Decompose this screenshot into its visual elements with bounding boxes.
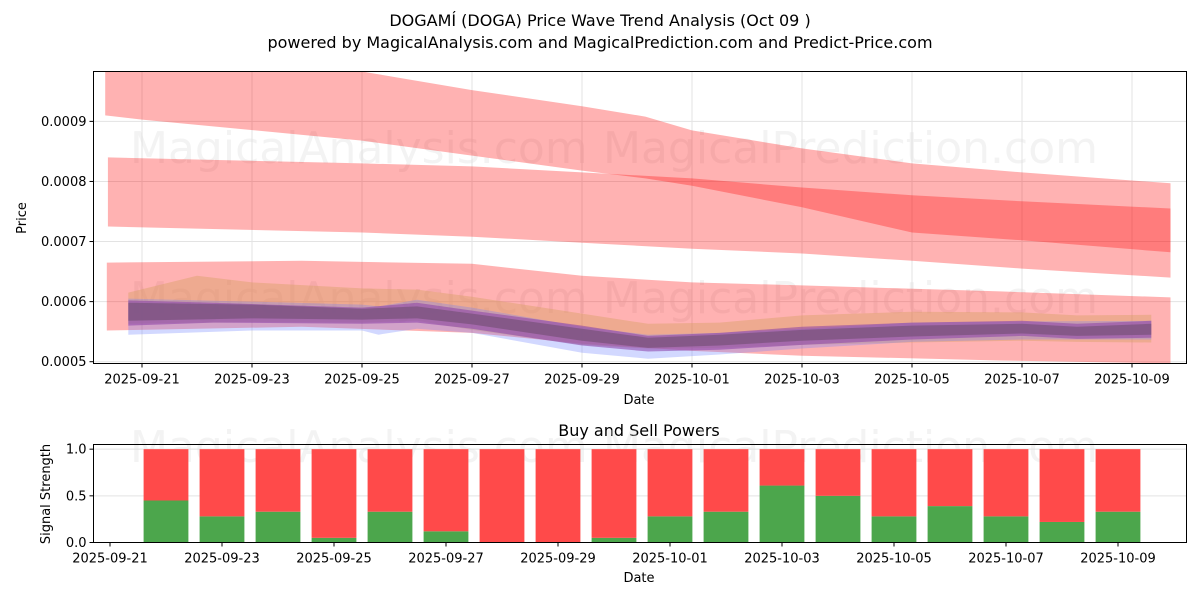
power-bars (143, 449, 1141, 543)
chart-title: DOGAMÍ (DOGA) Price Wave Trend Analysis … (389, 11, 811, 30)
x-tick-label: 2025-09-27 (408, 552, 484, 567)
sell-power-bar (591, 449, 637, 538)
buy-power-bar (703, 511, 749, 543)
x-tick-label: 2025-09-23 (184, 552, 260, 567)
x-tick-label: 2025-09-21 (104, 373, 180, 388)
buy-power-bar (199, 516, 245, 543)
x-tick-label: 2025-10-03 (764, 373, 840, 388)
x-tick-label: 2025-09-29 (520, 552, 596, 567)
y-tick-label: 0.0007 (41, 235, 87, 250)
buy-power-bar (143, 500, 189, 543)
power-axes-frame (93, 444, 1187, 543)
buy-power-bar (255, 511, 301, 543)
x-tick-label: 2025-10-05 (874, 373, 950, 388)
sell-power-bar (1095, 449, 1141, 512)
x-tick-label: 2025-09-29 (544, 373, 620, 388)
buy-power-bar (647, 516, 693, 543)
buy-power-bar (367, 511, 413, 543)
price-x-axis: 2025-09-21 2025-09-23 2025-09-25 2025-09-27… (104, 363, 1170, 388)
sell-power-bar (423, 449, 469, 532)
price-y-axis: 0.0005 0.0006 0.0007 0.0008 0.0009 (41, 115, 94, 370)
y-tick-label: 0.0009 (41, 115, 87, 130)
price-x-axis-label: Date (623, 393, 654, 408)
x-tick-label: 2025-10-07 (984, 373, 1060, 388)
sell-power-bar (199, 449, 245, 517)
sell-power-bar (311, 449, 357, 538)
sell-power-bar (143, 449, 189, 501)
x-tick-label: 2025-10-07 (968, 552, 1044, 567)
sell-power-bar (983, 449, 1029, 517)
sell-power-bar (255, 449, 301, 512)
buy-power-bar (759, 485, 805, 543)
sell-power-bar (367, 449, 413, 512)
sell-power-bar (927, 449, 973, 507)
x-tick-label: 2025-09-27 (434, 373, 510, 388)
sell-power-bar (1039, 449, 1085, 522)
price-y-axis-label: Price (15, 202, 30, 234)
x-tick-label: 2025-10-05 (856, 552, 932, 567)
x-tick-label: 2025-09-23 (214, 373, 290, 388)
chart-subtitle: powered by MagicalAnalysis.com and Magic… (267, 33, 933, 52)
buy-power-bar (591, 537, 637, 543)
price-axes-frame (93, 71, 1187, 364)
x-tick-label: 2025-10-01 (654, 373, 730, 388)
sell-power-bar (703, 449, 749, 512)
y-tick-label: 0.0005 (41, 355, 87, 370)
watermark-text: MagicalAnalysis.com (130, 123, 588, 174)
buy-power-bar (423, 531, 469, 543)
buy-power-bar (311, 537, 357, 543)
sell-power-bar (815, 449, 861, 496)
sell-power-bar (871, 449, 917, 517)
dark-wave (128, 302, 1152, 348)
middle-trend-band (107, 157, 1171, 278)
sell-power-bar (647, 449, 693, 517)
y-tick-label: 0.0008 (41, 175, 87, 190)
price-waves (128, 275, 1152, 359)
y-tick-label: 0.5 (66, 489, 87, 504)
power-x-axis: 2025-09-21 2025-09-23 2025-09-25 2025-09-27… (72, 542, 1156, 567)
buy-power-bar (815, 495, 861, 543)
upper-trend-band (105, 71, 1171, 253)
x-tick-label: 2025-10-09 (1080, 552, 1156, 567)
power-y-axis: 0.0 0.5 1.0 (66, 443, 94, 551)
x-tick-label: 2025-10-09 (1094, 373, 1170, 388)
x-tick-label: 2025-10-03 (744, 552, 820, 567)
price-chart: MagicalAnalysis.com MagicalPrediction.co… (15, 71, 1187, 408)
watermark-text: MagicalPrediction.com (603, 273, 1098, 324)
y-tick-label: 0.0 (66, 536, 87, 551)
power-x-axis-label: Date (623, 571, 654, 586)
x-tick-label: 2025-09-25 (324, 373, 400, 388)
y-tick-label: 1.0 (66, 443, 87, 458)
watermark-text: MagicalPrediction.com (603, 123, 1098, 174)
power-chart-title: Buy and Sell Powers (558, 421, 720, 440)
buy-power-bar (1095, 511, 1141, 543)
x-tick-label: 2025-09-25 (296, 552, 372, 567)
sell-power-bar (535, 449, 581, 543)
power-chart: Buy and Sell Powers MagicalAnalysis.com … (39, 421, 1187, 586)
buy-power-bar (1039, 521, 1085, 543)
y-tick-label: 0.0006 (41, 295, 87, 310)
buy-power-bar (927, 506, 973, 543)
sell-power-bar (479, 449, 525, 543)
sell-power-bar (759, 449, 805, 486)
x-tick-label: 2025-09-21 (72, 552, 148, 567)
buy-power-bar (871, 516, 917, 543)
power-y-axis-label: Signal Strength (39, 444, 54, 544)
x-tick-label: 2025-10-01 (632, 552, 708, 567)
buy-power-bar (983, 516, 1029, 543)
